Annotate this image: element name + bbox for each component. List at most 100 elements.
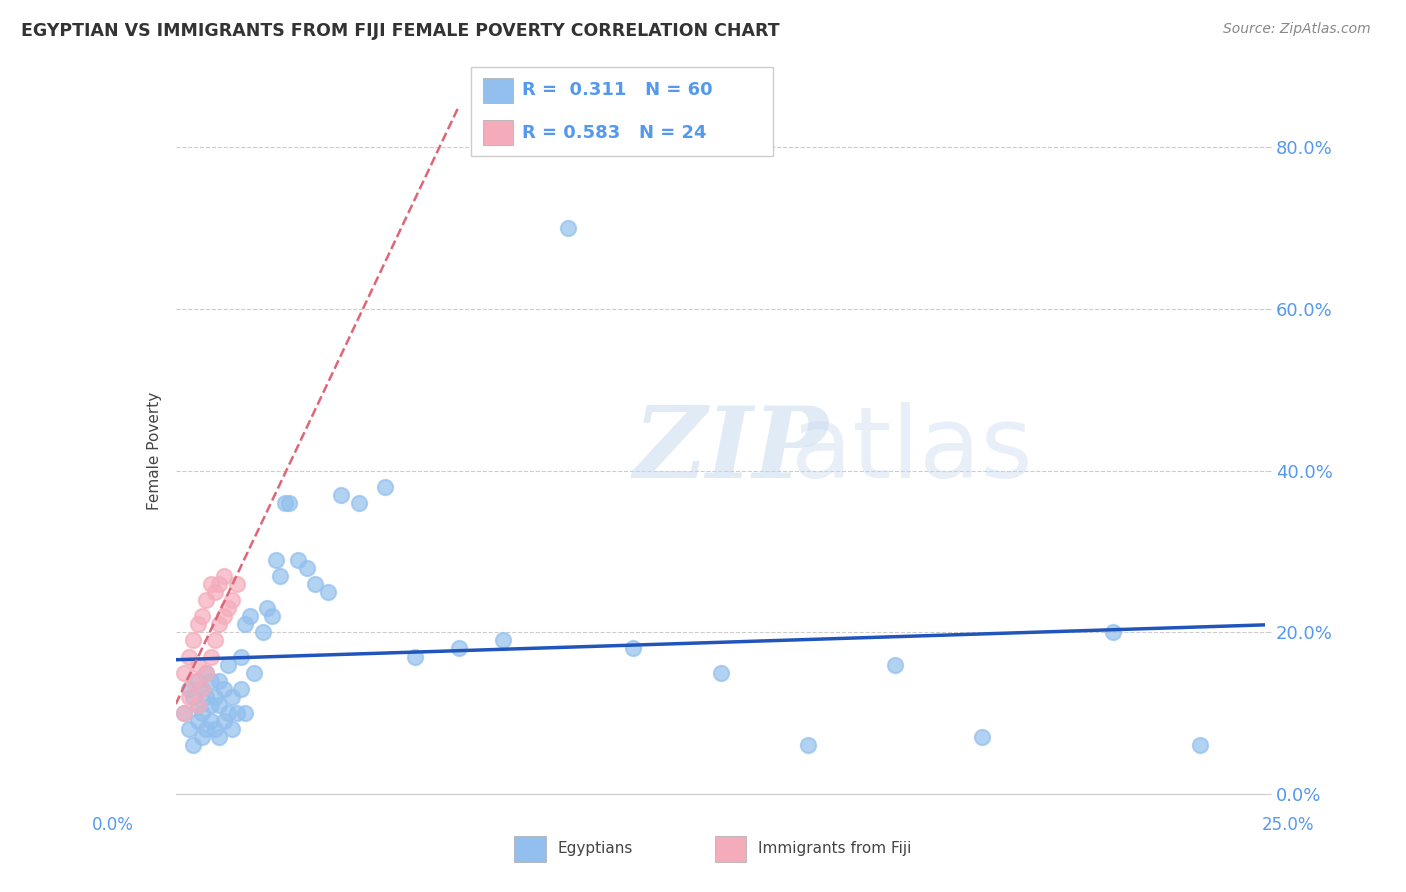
Point xyxy=(374,480,396,494)
Text: R =  0.311   N = 60: R = 0.311 N = 60 xyxy=(523,81,713,99)
Point xyxy=(212,609,235,624)
Point xyxy=(243,665,266,680)
Point xyxy=(447,641,470,656)
Text: atlas: atlas xyxy=(792,402,1033,499)
Point xyxy=(278,496,301,510)
Point xyxy=(256,601,278,615)
Point xyxy=(235,617,257,632)
Point xyxy=(208,576,231,591)
Point xyxy=(208,698,231,712)
Point xyxy=(260,609,283,624)
Point xyxy=(235,706,257,720)
Text: Source: ZipAtlas.com: Source: ZipAtlas.com xyxy=(1223,22,1371,37)
Point xyxy=(225,706,247,720)
Point xyxy=(181,739,204,753)
Point xyxy=(621,641,644,656)
Point xyxy=(204,633,226,648)
Point xyxy=(212,568,235,582)
Point xyxy=(970,731,993,745)
Point xyxy=(252,625,274,640)
Point xyxy=(264,552,287,566)
Point xyxy=(217,657,239,672)
Point xyxy=(1189,739,1212,753)
Point xyxy=(181,673,204,688)
Text: 0.0%: 0.0% xyxy=(91,816,134,834)
Point xyxy=(304,576,326,591)
Point xyxy=(204,723,226,737)
Point xyxy=(208,617,231,632)
Point xyxy=(200,576,222,591)
Point xyxy=(200,698,222,712)
Point xyxy=(195,690,218,704)
Text: ZIP: ZIP xyxy=(633,402,828,499)
Point xyxy=(208,731,231,745)
FancyBboxPatch shape xyxy=(484,120,513,145)
Point xyxy=(200,714,222,728)
Point xyxy=(295,560,318,574)
Point xyxy=(212,714,235,728)
Point xyxy=(186,617,209,632)
Point xyxy=(181,690,204,704)
Point xyxy=(191,609,214,624)
Point xyxy=(177,690,200,704)
Point xyxy=(195,593,218,607)
Text: Immigrants from Fiji: Immigrants from Fiji xyxy=(758,841,911,855)
Point xyxy=(200,649,222,664)
Point xyxy=(186,673,209,688)
FancyBboxPatch shape xyxy=(714,837,747,862)
Point xyxy=(217,706,239,720)
Point xyxy=(274,496,297,510)
Point xyxy=(200,673,222,688)
Point xyxy=(191,681,214,696)
Text: EGYPTIAN VS IMMIGRANTS FROM FIJI FEMALE POVERTY CORRELATION CHART: EGYPTIAN VS IMMIGRANTS FROM FIJI FEMALE … xyxy=(21,22,780,40)
Point xyxy=(221,723,243,737)
Point xyxy=(796,739,818,753)
Point xyxy=(186,698,209,712)
Point xyxy=(177,723,200,737)
Point xyxy=(204,690,226,704)
Text: 25.0%: 25.0% xyxy=(1263,816,1315,834)
Point xyxy=(231,681,253,696)
Point xyxy=(330,488,353,502)
Point xyxy=(195,665,218,680)
Point xyxy=(208,673,231,688)
Point xyxy=(186,714,209,728)
FancyBboxPatch shape xyxy=(471,67,773,156)
Point xyxy=(269,568,291,582)
Text: Egyptians: Egyptians xyxy=(557,841,633,855)
FancyBboxPatch shape xyxy=(515,837,546,862)
Point xyxy=(186,657,209,672)
Point xyxy=(225,576,247,591)
Text: R = 0.583   N = 24: R = 0.583 N = 24 xyxy=(523,124,707,142)
Point xyxy=(710,665,733,680)
Point xyxy=(186,698,209,712)
Point xyxy=(191,681,214,696)
Point xyxy=(195,665,218,680)
Point xyxy=(287,552,309,566)
Point xyxy=(217,601,239,615)
Point xyxy=(173,665,195,680)
FancyBboxPatch shape xyxy=(484,78,513,103)
Point xyxy=(221,593,243,607)
Point xyxy=(173,706,195,720)
Point xyxy=(405,649,427,664)
Point xyxy=(181,633,204,648)
Point xyxy=(177,681,200,696)
Point xyxy=(231,649,253,664)
Point xyxy=(221,690,243,704)
Point xyxy=(492,633,515,648)
Point xyxy=(177,649,200,664)
Point xyxy=(239,609,262,624)
Point xyxy=(318,585,340,599)
Point xyxy=(347,496,370,510)
Point xyxy=(204,585,226,599)
Point xyxy=(195,723,218,737)
Point xyxy=(884,657,907,672)
Y-axis label: Female Poverty: Female Poverty xyxy=(146,392,162,509)
Point xyxy=(212,681,235,696)
Point xyxy=(191,706,214,720)
Point xyxy=(557,221,579,235)
Point xyxy=(191,731,214,745)
Point xyxy=(1102,625,1125,640)
Point xyxy=(173,706,195,720)
